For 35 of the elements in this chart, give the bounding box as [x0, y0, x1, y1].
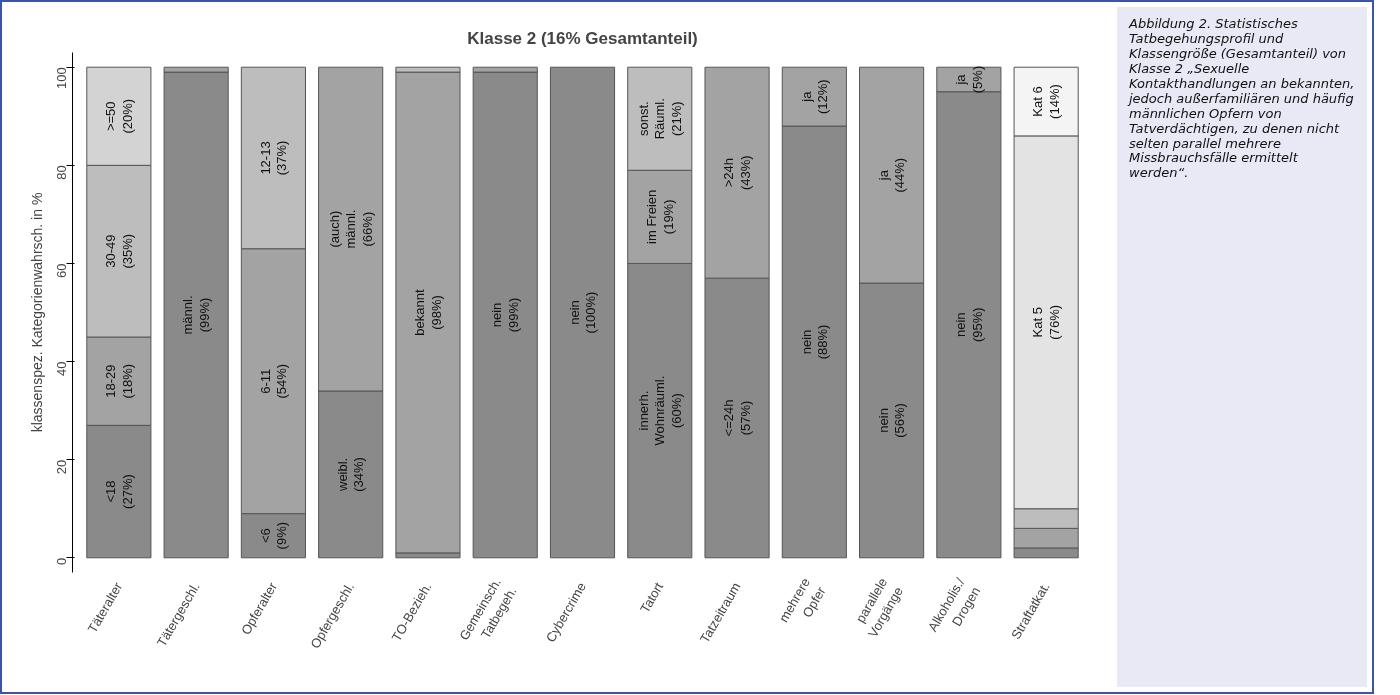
- data-label: >24h (43%): [721, 155, 753, 191]
- data-label: Kat 5 (76%): [1030, 304, 1062, 340]
- text: Abbildung 2. Statistisches Tatbegehungsprofil und Klassengröße (Gesamtanteil) von Klasse 2 „Sexuelle Kontakthandlungen an bekannten, jedoch außerfamiliären und häufig männlichen Opfern von Tatverdächtigen, zu denen nicht selten parallel mehrere Missbrauchsfälle ermittelt werden“.: [1129, 16, 1355, 181]
- data-label: <18 (27%): [103, 474, 135, 509]
- y-axis-title: klassenspez. Kategorienwahrsch. in %: [28, 192, 45, 433]
- data-label: Kat 6 (14%): [1030, 84, 1062, 119]
- data-label: ja (44%): [875, 157, 908, 193]
- y-tick-label: 40: [54, 361, 69, 377]
- data-label: 30-49 (35%): [103, 233, 135, 269]
- data-label: <=24h (57%): [721, 399, 753, 437]
- y-tick-label: 0: [54, 557, 69, 566]
- data-label: ja (5%): [953, 65, 985, 94]
- data-label: sonst. Räuml. (21%): [635, 98, 684, 140]
- data-label: 18-29 (18%): [103, 363, 135, 399]
- data-label: nein (99%): [489, 297, 521, 333]
- y-tick-label: 60: [54, 263, 69, 278]
- data-label: nein (88%): [798, 324, 831, 360]
- data-label: im Freien (19%): [644, 189, 676, 244]
- data-label: nein (100%): [566, 291, 599, 334]
- chart-title: Klasse 2 (16% Gesamtanteil): [467, 28, 698, 48]
- data-label: 12-13 (37%): [257, 140, 290, 176]
- data-label: (auch) männl. (66%): [326, 209, 375, 249]
- data-label: nein (95%): [953, 307, 985, 343]
- data-label: männl. (99%): [180, 295, 212, 335]
- data-label: nein (56%): [875, 403, 908, 438]
- data-label: innerh. Wohnräuml. (60%): [635, 375, 684, 446]
- data-label: 6-11 (54%): [257, 363, 290, 399]
- data-label: >=50 (20%): [103, 98, 135, 134]
- y-tick-label: 20: [54, 459, 69, 475]
- data-label: <6 (9%): [257, 521, 290, 550]
- data-label: weibl. (34%): [334, 457, 367, 492]
- data-label: bekannt (98%): [412, 288, 444, 336]
- y-tick-label: 80: [54, 165, 69, 180]
- y-tick-label: 100: [54, 67, 69, 89]
- data-label: ja (12%): [798, 79, 831, 114]
